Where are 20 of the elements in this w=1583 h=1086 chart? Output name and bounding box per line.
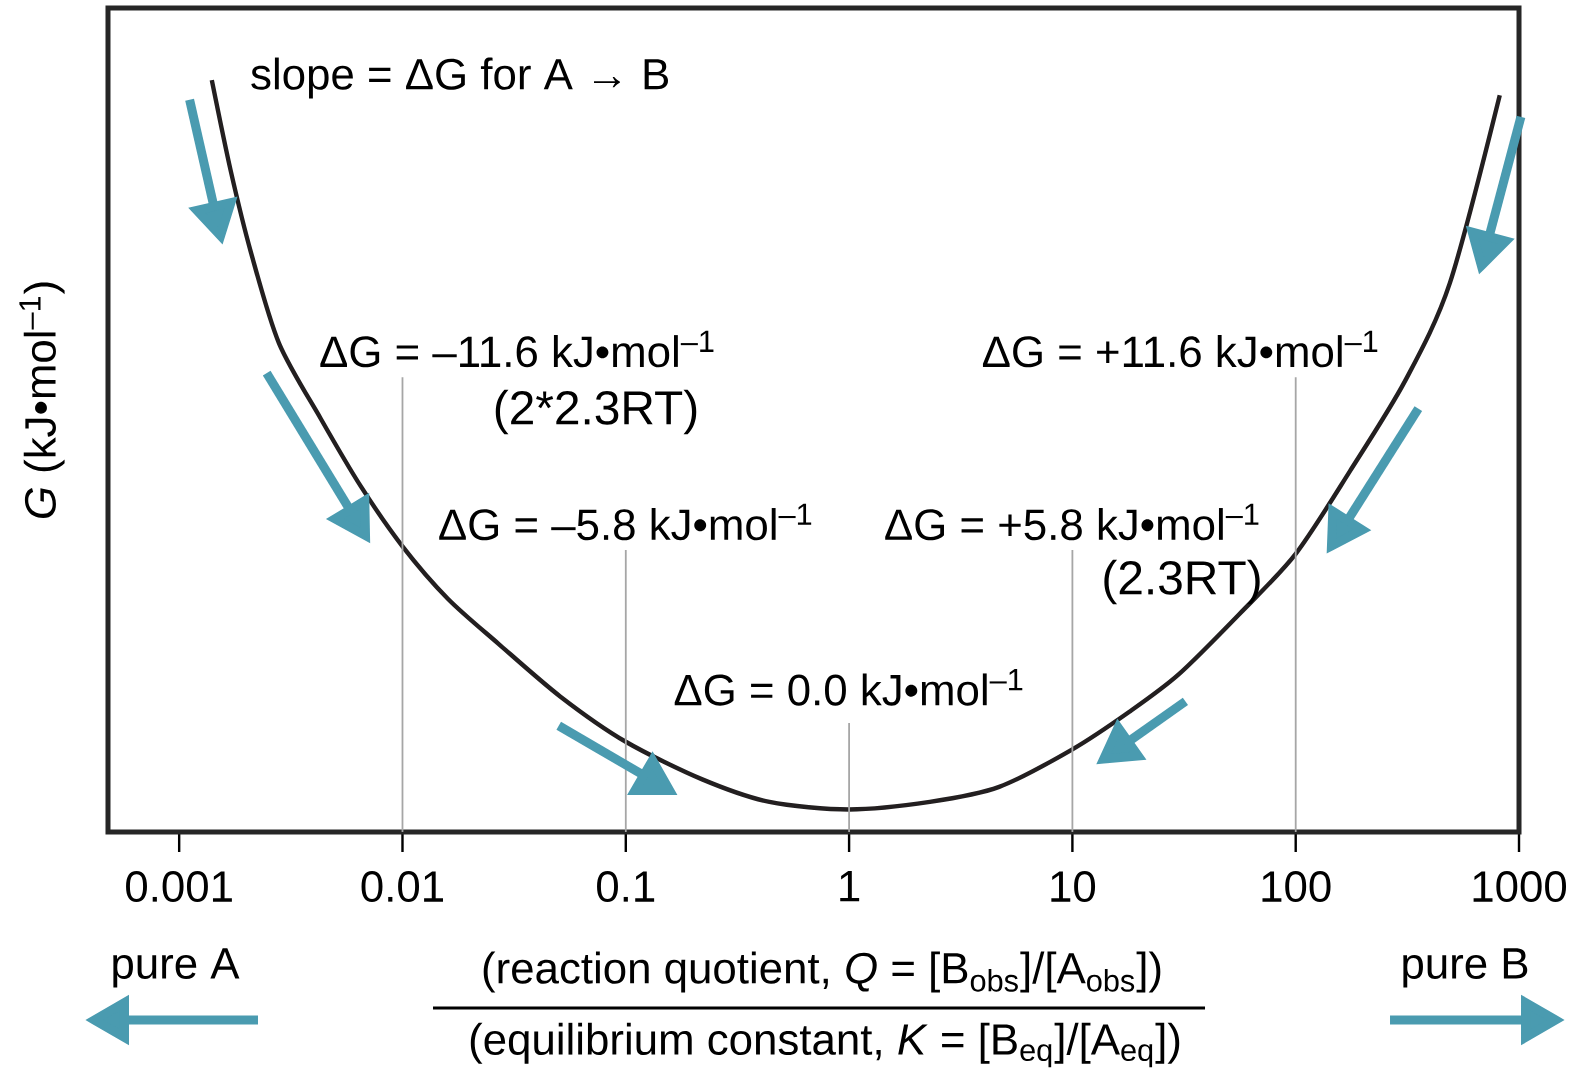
annotation: ΔG = 0.0 kJ•mol$^{–1}$: [674, 669, 1023, 706]
x-tick-label: 0.1: [597, 871, 655, 903]
annotation: ΔG = –5.8 kJ•mol$^{–1}$: [439, 503, 812, 541]
annotation: ΔG = +5.8 kJ•mol$^{–1}$: [885, 503, 1259, 541]
x-tick-label: 10: [1051, 871, 1096, 903]
annotation: ΔG = +11.6 kJ•mol$^{–1}$: [982, 330, 1378, 368]
annotation: (2.3RT): [1104, 559, 1260, 605]
x-tick-label: 1: [840, 871, 860, 902]
x-tick-label: 0.01: [361, 871, 443, 903]
y-axis-title: G (kJ•mol$^{–1}$): [19, 282, 65, 519]
annotation: (2*2.3RT): [495, 389, 697, 435]
x-axis-title: (reaction quotient, Q = [B$_{obs}$]/[A$_{obs}$]): [483, 951, 1161, 993]
text: (equilibrium constant, K = [B$_{eq}$]/[A$_{eq}$]): [470, 1022, 1180, 1068]
x-tick-label: 100: [1262, 871, 1331, 903]
x-tick-label: 0.001: [126, 871, 232, 903]
annotation: ΔG = –11.6 kJ•mol$^{–1}$: [320, 330, 714, 368]
x-tick-label: 1000: [1473, 871, 1567, 903]
text: pure A: [113, 948, 240, 988]
text: pure B: [1403, 948, 1528, 988]
annotation: slope = ΔG for A → B: [251, 57, 668, 99]
